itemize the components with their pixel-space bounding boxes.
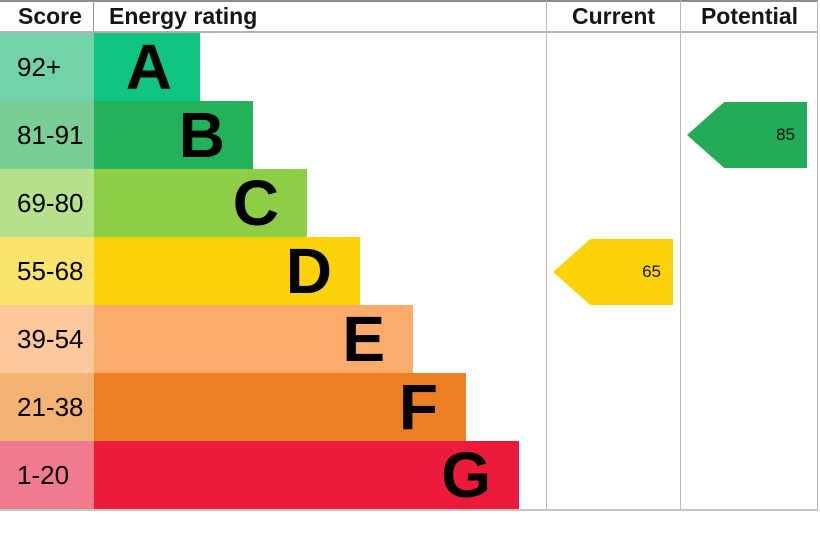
table-right-border [817,0,818,510]
band-row-f: 21-38 F [0,373,466,441]
score-range-c: 69-80 [0,169,94,237]
header-bottom-border [0,31,818,33]
band-letter-d: D [285,235,332,307]
table-top-border [0,0,818,2]
band-letter-e: E [342,303,385,375]
rating-bar-e: E [94,305,413,373]
band-letter-a: A [125,31,172,103]
band-row-a: 92+ A [0,33,200,101]
header-potential: Potential [700,2,799,29]
header-energy-rating: Energy rating [109,2,258,29]
band-row-g: 1-20 G [0,441,519,509]
header-current: Current [571,2,656,29]
score-range-a: 92+ [0,33,94,101]
score-column-divider [93,2,94,31]
potential-rating-arrow: 85 [687,102,807,168]
potential-column-divider [680,0,681,510]
rating-bar-f: F [94,373,466,441]
score-range-b: 81-91 [0,101,94,169]
rating-bar-a: A [94,33,200,101]
table-bottom-border [0,509,818,511]
band-letter-b: B [178,99,225,171]
band-letter-f: F [398,371,438,443]
score-range-g: 1-20 [0,441,94,509]
band-row-e: 39-54 E [0,305,413,373]
current-rating-arrow: 65 [553,239,673,305]
potential-rating-value: 85 [776,125,795,144]
band-letter-g: G [441,439,491,511]
score-range-d: 55-68 [0,237,94,305]
rating-bar-d: D [94,237,360,305]
band-row-c: 69-80 C [0,169,307,237]
score-range-f: 21-38 [0,373,94,441]
header-score: Score [18,2,82,29]
rating-bar-c: C [94,169,307,237]
current-column-divider [546,0,547,510]
score-range-e: 39-54 [0,305,94,373]
rating-bar-b: B [94,101,253,169]
band-row-d: 55-68 D [0,237,360,305]
rating-bar-g: G [94,441,519,509]
band-letter-c: C [232,167,279,239]
current-rating-value: 65 [642,262,661,281]
band-row-b: 81-91 B [0,101,253,169]
